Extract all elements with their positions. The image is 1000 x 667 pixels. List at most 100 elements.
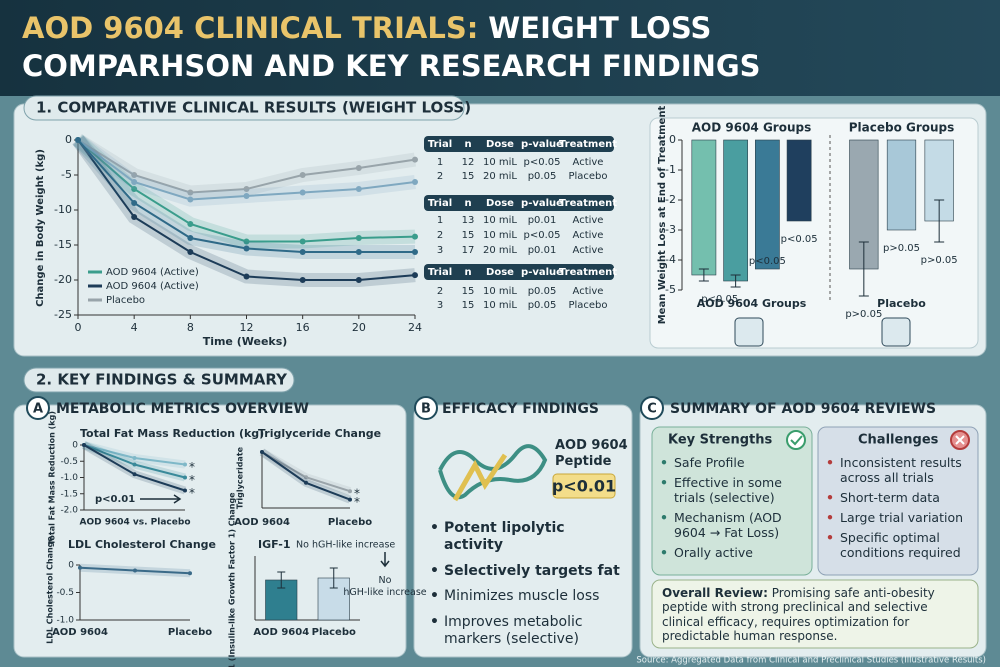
section-1-heading: 1. COMPARATIVE CLINICAL RESULTS (WEIGHT … xyxy=(36,99,471,117)
x-tick-label: Placebo xyxy=(312,627,356,638)
y-axis-label: IGF-1 (Insulin-like Growth Factor 1) Cha… xyxy=(228,492,237,667)
group-footer: AOD 9604 Groups xyxy=(697,297,807,310)
series-point xyxy=(260,450,264,454)
cross-icon xyxy=(955,435,965,445)
series-point xyxy=(348,489,352,494)
series-point xyxy=(188,571,192,576)
card-title: EFFICACY FINDINGS xyxy=(442,401,599,417)
series-point xyxy=(412,249,418,255)
series-point xyxy=(304,480,308,485)
y-tick-label: -0.5 xyxy=(56,588,74,598)
card-letter: C xyxy=(647,402,657,417)
series-point xyxy=(299,277,306,283)
table-cell: Active xyxy=(573,286,604,297)
series-point xyxy=(132,456,137,460)
bar-annotation: p>0.05 xyxy=(845,309,882,320)
table-cell: 2 xyxy=(437,286,443,297)
series-point xyxy=(131,200,138,206)
y-tick-label: -5 xyxy=(665,283,676,296)
end-label: * xyxy=(354,495,360,509)
series-point xyxy=(243,238,250,245)
table-cell: 10 miL xyxy=(483,286,517,297)
section-2-heading: 2. KEY FINDINGS & SUMMARY xyxy=(36,371,288,389)
table-cell: p<0.05 xyxy=(524,230,561,241)
x-tick-label: 12 xyxy=(240,321,254,334)
bar-annotation: p>0.05 xyxy=(921,255,958,266)
check-icon xyxy=(790,435,803,446)
bar-annotation: p>0.05 xyxy=(883,243,920,254)
end-label: * xyxy=(354,487,360,501)
table-cell: Placebo xyxy=(568,171,607,182)
y-tick-label: 0 xyxy=(72,441,78,451)
table-cell: 15 xyxy=(462,300,475,311)
table-header: Trial xyxy=(428,198,452,209)
side-note: No hGH-like increase xyxy=(343,575,426,598)
list-item: Short-term data xyxy=(826,490,974,505)
title-highlight: AOD 9604 CLINICAL TRIALS: xyxy=(22,11,478,45)
y-tick-label: -10 xyxy=(54,203,72,216)
scale-icon xyxy=(734,317,764,347)
series-point xyxy=(187,235,194,241)
card-title: METABOLIC METRICS OVERVIEW xyxy=(56,401,309,417)
table-cell: p0.01 xyxy=(528,215,557,226)
table-header-bg xyxy=(424,264,614,280)
bar xyxy=(755,139,780,270)
legend-label: AOD 9604 (Active) xyxy=(106,267,199,278)
table-cell: 15 xyxy=(462,230,475,241)
section-2-heading-bg xyxy=(23,367,295,393)
annotation: No hGH-like increase xyxy=(296,540,395,551)
table-header: Treatment xyxy=(559,198,617,209)
table-cell: p0.05 xyxy=(528,300,557,311)
x-tick-label: 4 xyxy=(131,321,138,334)
check-icon xyxy=(786,430,806,450)
list-item: Selectively targets fat xyxy=(430,563,625,580)
series-point xyxy=(412,179,418,185)
table-cell: 10 miL xyxy=(483,215,517,226)
efficacy-list: Potent lipolytic activity Selectively tar… xyxy=(430,520,625,657)
table-header: Treatment xyxy=(559,267,617,278)
side-note-line: hGH-like increase xyxy=(343,587,426,598)
series-point xyxy=(131,214,138,220)
y-tick-label: -1 xyxy=(665,163,676,176)
error-bar xyxy=(730,274,741,288)
series-point xyxy=(355,277,362,283)
x-tick-label: AOD 9604 xyxy=(234,517,290,528)
y-tick-label: -1.0 xyxy=(60,473,78,483)
list-item: Minimizes muscle loss xyxy=(430,588,625,605)
series-point xyxy=(187,189,194,196)
table-header-bg xyxy=(424,195,614,211)
error-bar xyxy=(329,567,338,589)
title-rest: WEIGHT LOSS xyxy=(488,11,711,45)
x-tick-label: 24 xyxy=(408,321,422,334)
table-header: n xyxy=(464,267,471,278)
list-item: Safe Profile xyxy=(660,455,808,470)
table-header: Dose xyxy=(486,198,514,209)
mini-chart-title: Total Fat Mass Reduction (kg) xyxy=(80,427,264,440)
series-point xyxy=(187,221,194,227)
mini-chart-title: LDL Cholesterol Change xyxy=(68,538,216,551)
table-header: Dose xyxy=(486,139,514,150)
x-tick-label: AOD 9604 xyxy=(52,627,108,638)
table-cell: 13 xyxy=(462,215,475,226)
series-point xyxy=(183,488,187,493)
table-header: n xyxy=(464,139,471,150)
series-point xyxy=(348,497,352,502)
series-point xyxy=(412,233,418,240)
table-cell: p0.05 xyxy=(528,171,557,182)
annotation: p<0.01 xyxy=(95,494,135,505)
header-bg xyxy=(0,0,1000,96)
table-cell: 20 miL xyxy=(483,171,517,182)
table-header: p-value xyxy=(521,139,563,150)
table-header: Trial xyxy=(428,139,452,150)
y-tick-label: -1.0 xyxy=(56,616,74,626)
y-tick-label: -0.5 xyxy=(60,457,78,467)
annotation-arrow xyxy=(140,494,182,504)
table-cell: 3 xyxy=(437,300,443,311)
group-footer: Placebo xyxy=(877,297,926,310)
series-point xyxy=(82,443,86,447)
table-header: Trial xyxy=(428,267,452,278)
table-cell: 2 xyxy=(437,171,443,182)
scale-icon xyxy=(881,317,911,347)
table-cell: 12 xyxy=(462,157,475,168)
table-cell: p0.05 xyxy=(528,286,557,297)
